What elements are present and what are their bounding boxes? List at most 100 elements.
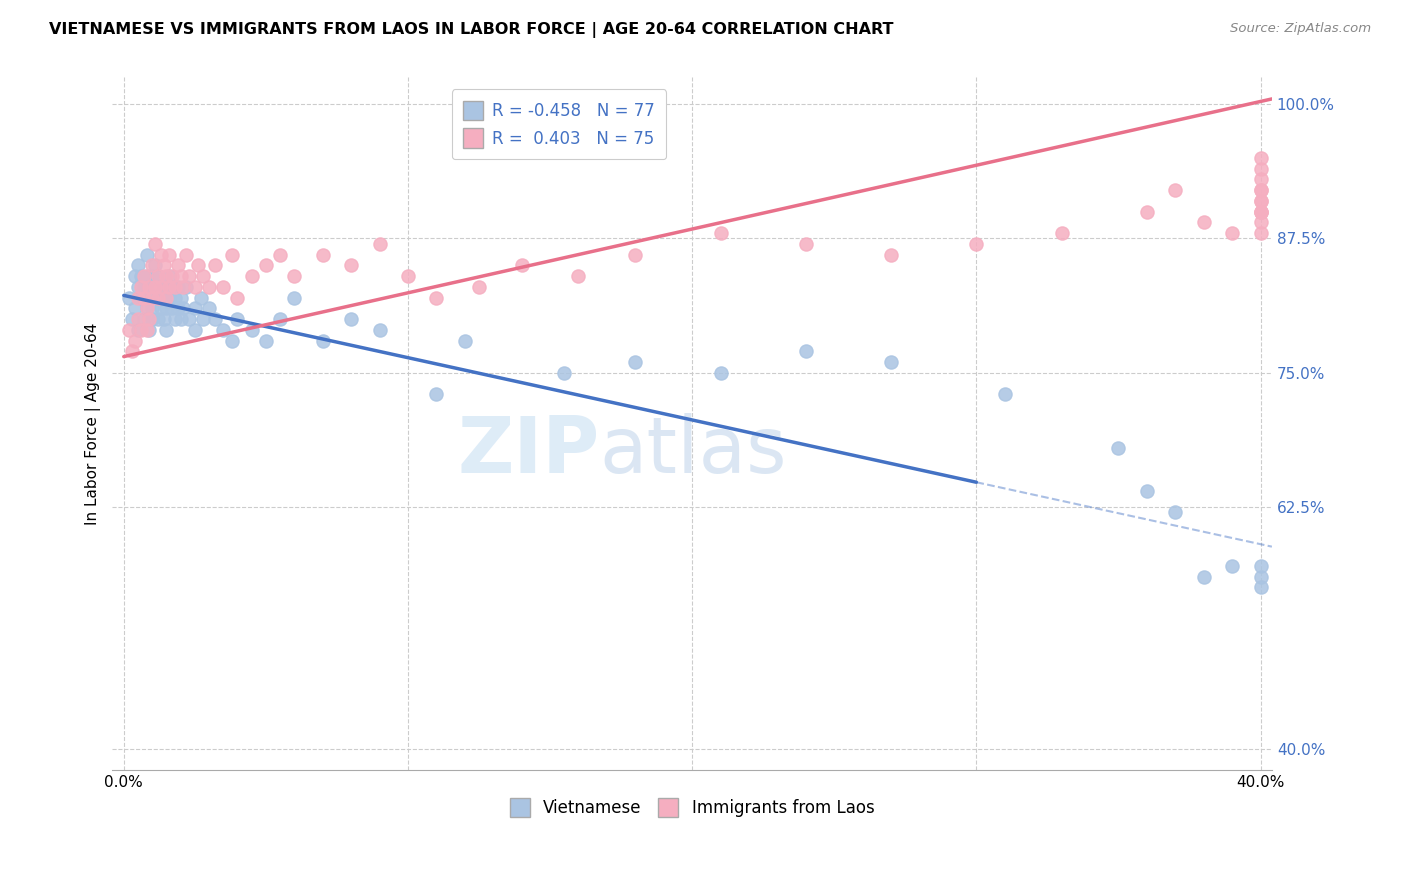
Point xyxy=(155,301,177,316)
Point xyxy=(127,291,149,305)
Point xyxy=(624,355,647,369)
Point xyxy=(169,312,191,326)
Point xyxy=(1220,559,1243,574)
Text: VIETNAMESE VS IMMIGRANTS FROM LAOS IN LABOR FORCE | AGE 20-64 CORRELATION CHART: VIETNAMESE VS IMMIGRANTS FROM LAOS IN LA… xyxy=(49,22,894,38)
Point xyxy=(1250,204,1272,219)
Point xyxy=(135,301,157,316)
Point xyxy=(172,301,194,316)
Point xyxy=(127,258,149,272)
Point xyxy=(121,344,143,359)
Point xyxy=(141,291,163,305)
Point xyxy=(132,269,155,284)
Point xyxy=(172,280,194,294)
Point xyxy=(1250,226,1272,240)
Point xyxy=(1250,194,1272,208)
Point xyxy=(1250,183,1272,197)
Point xyxy=(254,258,277,272)
Point xyxy=(254,334,277,348)
Point xyxy=(127,312,149,326)
Point xyxy=(166,280,188,294)
Point xyxy=(184,323,207,337)
Point xyxy=(163,280,186,294)
Text: ZIP: ZIP xyxy=(457,413,599,490)
Point xyxy=(193,312,215,326)
Point xyxy=(1164,505,1187,519)
Point xyxy=(1250,559,1272,574)
Point xyxy=(204,312,226,326)
Point xyxy=(240,269,263,284)
Point xyxy=(149,247,172,261)
Point xyxy=(198,301,221,316)
Point xyxy=(160,301,183,316)
Point xyxy=(146,291,169,305)
Point xyxy=(212,280,235,294)
Point xyxy=(425,291,447,305)
Point xyxy=(121,312,143,326)
Point xyxy=(396,269,419,284)
Point xyxy=(1192,215,1215,229)
Point xyxy=(163,312,186,326)
Point xyxy=(169,291,191,305)
Point xyxy=(212,323,235,337)
Point xyxy=(141,269,163,284)
Point xyxy=(340,258,363,272)
Point xyxy=(368,236,391,251)
Point xyxy=(129,269,152,284)
Point xyxy=(152,291,174,305)
Point xyxy=(221,247,243,261)
Point xyxy=(1250,183,1272,197)
Point xyxy=(157,280,180,294)
Point xyxy=(184,280,207,294)
Point xyxy=(1250,215,1272,229)
Point xyxy=(135,323,157,337)
Point xyxy=(709,366,731,380)
Y-axis label: In Labor Force | Age 20-64: In Labor Force | Age 20-64 xyxy=(86,323,101,524)
Text: Source: ZipAtlas.com: Source: ZipAtlas.com xyxy=(1230,22,1371,36)
Point xyxy=(198,280,221,294)
Point xyxy=(152,258,174,272)
Point xyxy=(124,301,146,316)
Point xyxy=(149,301,172,316)
Point xyxy=(425,387,447,401)
Point xyxy=(794,236,817,251)
Point xyxy=(155,269,177,284)
Point xyxy=(132,291,155,305)
Point xyxy=(1250,204,1272,219)
Point xyxy=(135,301,157,316)
Point xyxy=(138,291,160,305)
Point xyxy=(124,269,146,284)
Point xyxy=(1250,161,1272,176)
Point xyxy=(157,291,180,305)
Point xyxy=(1164,183,1187,197)
Point xyxy=(155,291,177,305)
Point xyxy=(176,280,198,294)
Point xyxy=(157,269,180,284)
Point xyxy=(468,280,491,294)
Text: atlas: atlas xyxy=(599,413,787,490)
Legend: Vietnamese, Immigrants from Laos: Vietnamese, Immigrants from Laos xyxy=(503,791,882,824)
Point xyxy=(283,291,305,305)
Point xyxy=(794,344,817,359)
Point xyxy=(160,269,183,284)
Point xyxy=(138,323,160,337)
Point xyxy=(624,247,647,261)
Point xyxy=(146,269,169,284)
Point xyxy=(141,312,163,326)
Point xyxy=(880,355,903,369)
Point xyxy=(1220,226,1243,240)
Point xyxy=(193,269,215,284)
Point xyxy=(187,258,209,272)
Point xyxy=(368,323,391,337)
Point xyxy=(176,247,198,261)
Point xyxy=(155,280,177,294)
Point xyxy=(127,280,149,294)
Point xyxy=(149,280,172,294)
Point xyxy=(190,291,212,305)
Point xyxy=(179,269,201,284)
Point xyxy=(155,323,177,337)
Point xyxy=(204,258,226,272)
Point xyxy=(226,312,249,326)
Point xyxy=(226,291,249,305)
Point xyxy=(179,312,201,326)
Point xyxy=(138,280,160,294)
